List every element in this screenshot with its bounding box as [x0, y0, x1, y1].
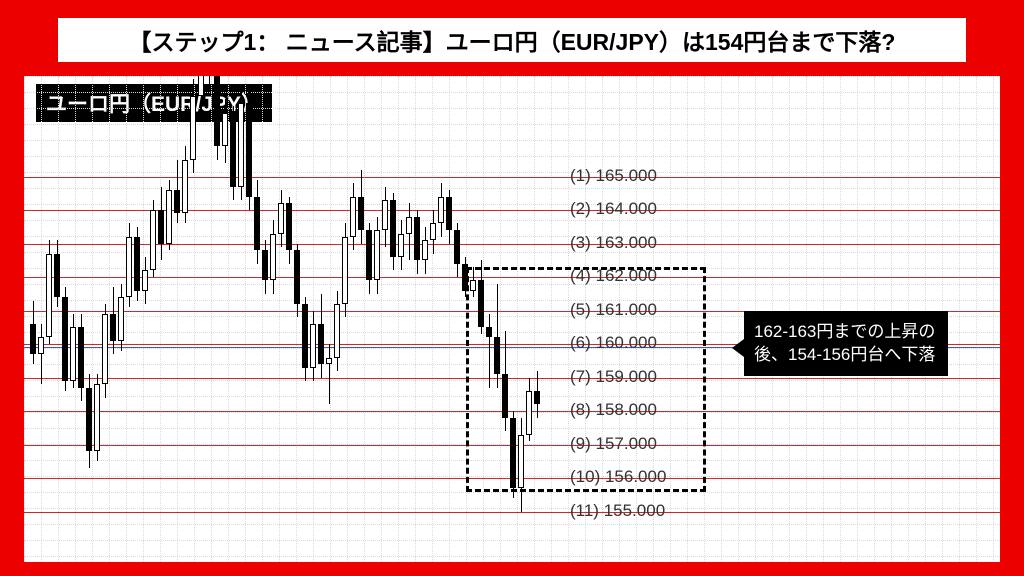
candle-body	[454, 230, 460, 264]
price-level-label: (2) 164.000	[570, 199, 657, 219]
price-level-line	[24, 244, 1000, 245]
price-level-label: (6) 160.000	[570, 333, 657, 353]
price-level-label: (10) 156.000	[570, 467, 666, 487]
candle-body	[30, 324, 36, 354]
slide-frame: 【ステップ1： ニュース記事】ユーロ円（EUR/JPY）は154円台まで下落? …	[0, 0, 1024, 576]
candle-body	[430, 223, 436, 240]
candle-body	[54, 254, 60, 298]
price-level-line	[24, 177, 1000, 178]
candle-body	[94, 384, 100, 451]
candle-body	[398, 234, 404, 257]
candle-body	[150, 210, 156, 270]
candle-body	[230, 113, 236, 187]
candle-body	[70, 327, 76, 381]
candle-body	[126, 237, 132, 297]
annotation-text: 162-163円までの上昇の後、154-156円台へ下落	[754, 322, 935, 364]
annotation-callout: 162-163円までの上昇の後、154-156円台へ下落	[744, 311, 948, 377]
candle-body	[246, 103, 252, 197]
candle-body	[214, 76, 220, 146]
slide-title: 【ステップ1： ニュース記事】ユーロ円（EUR/JPY）は154円台まで下落?	[58, 18, 966, 62]
candle-body	[38, 337, 44, 354]
price-level-label: (4) 162.000	[570, 266, 657, 286]
slide-title-text: 【ステップ1： ニュース記事】ユーロ円（EUR/JPY）は154円台まで下落?	[129, 29, 896, 55]
chart-area: ユーロ円（EUR/JPY） (1) 165.000 (2) 164.000 (3) …	[24, 76, 1000, 562]
candle-body	[406, 217, 412, 234]
price-level-label: (11) 155.000	[570, 501, 665, 521]
candle-body	[278, 203, 284, 233]
candle-body	[182, 160, 188, 214]
candle-body	[374, 230, 380, 280]
candle-body	[118, 297, 124, 341]
price-level-label: (5) 161.000	[570, 300, 657, 320]
candle-wick	[41, 324, 42, 384]
candle-body	[238, 103, 244, 187]
candle-body	[438, 197, 444, 224]
candle-body	[222, 113, 228, 147]
candle-body	[414, 217, 420, 261]
candle-body	[158, 210, 164, 244]
candle-body	[166, 190, 172, 244]
candle-body	[382, 200, 388, 230]
candle-body	[294, 250, 300, 304]
price-level-label: (7) 159.000	[570, 367, 657, 387]
candle-body	[286, 203, 292, 250]
candle-body	[310, 324, 316, 368]
candle-body	[342, 237, 348, 304]
price-level-label: (9) 157.000	[570, 434, 657, 454]
candle-body	[190, 96, 196, 160]
chart-title-badge: ユーロ円（EUR/JPY）	[36, 84, 272, 122]
candle-body	[62, 297, 68, 381]
candle-body	[46, 254, 52, 338]
candle-body	[366, 230, 372, 280]
candle-body	[198, 76, 204, 96]
candle-body	[78, 327, 84, 387]
price-level-line	[24, 512, 1000, 513]
candle-wick	[209, 76, 210, 89]
price-level-label: (8) 158.000	[570, 400, 657, 420]
candle-body	[174, 190, 180, 213]
candle-body	[446, 197, 452, 231]
candle-wick	[329, 344, 330, 404]
candle-body	[254, 197, 260, 251]
candle-body	[326, 358, 332, 365]
candle-body	[110, 314, 116, 341]
candle-body	[350, 197, 356, 237]
price-level-label: (1) 165.000	[570, 166, 657, 186]
candle-body	[134, 237, 140, 291]
candle-body	[102, 314, 108, 384]
candle-body	[390, 200, 396, 257]
candle-body	[334, 304, 340, 358]
candle-body	[270, 234, 276, 281]
candle-body	[262, 250, 268, 280]
candle-body	[142, 270, 148, 290]
candle-body	[302, 304, 308, 368]
price-level-label: (3) 163.000	[570, 233, 657, 253]
candle-body	[86, 388, 92, 452]
candle-body	[318, 324, 324, 364]
candle-body	[358, 197, 364, 231]
candle-body	[422, 240, 428, 260]
